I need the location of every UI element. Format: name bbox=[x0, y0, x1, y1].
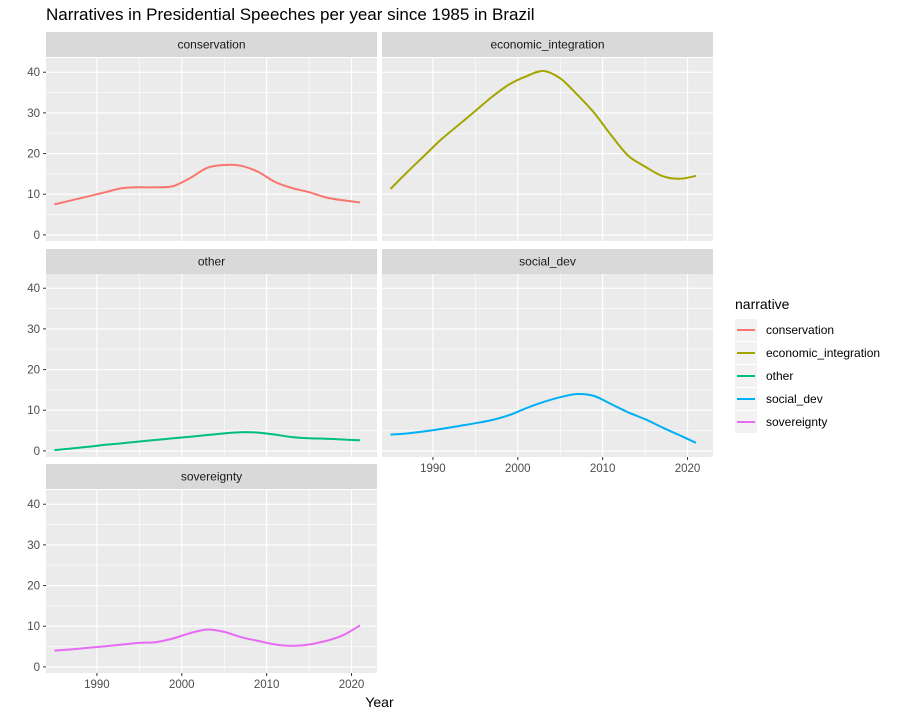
y-tick-label: 10 bbox=[27, 405, 40, 417]
legend-label-sovereignty: sovereignty bbox=[766, 415, 827, 429]
y-tick-label: 20 bbox=[27, 581, 40, 593]
y-tick-label: 0 bbox=[34, 662, 40, 674]
strip-conservation bbox=[46, 32, 377, 57]
y-tick-label: 30 bbox=[27, 324, 40, 336]
panel-conservation: conservation 0 10 20 30 40 bbox=[27, 32, 377, 242]
x-tick-label: 2010 bbox=[590, 463, 616, 475]
legend: narrative conservation economic_integrati… bbox=[735, 296, 880, 433]
chart-title: Narratives in Presidential Speeches per … bbox=[46, 5, 535, 24]
legend-item-conservation: conservation bbox=[735, 319, 834, 341]
series-line-sovereignty bbox=[54, 624, 361, 652]
legend-label-other: other bbox=[766, 369, 793, 383]
strip-label-sovereignty: sovereignty bbox=[181, 470, 242, 484]
legend-title: narrative bbox=[735, 296, 790, 312]
x-tick-label: 2000 bbox=[505, 463, 531, 475]
y-tick-label: 10 bbox=[27, 621, 40, 633]
plot-bg-other bbox=[46, 274, 377, 457]
y-tick-label: 40 bbox=[27, 499, 40, 511]
x-tick-label: 2020 bbox=[675, 463, 701, 475]
y-tick-label: 10 bbox=[27, 189, 40, 201]
legend-item-economic_integration: economic_integration bbox=[735, 342, 880, 364]
x-tick-label: 1990 bbox=[420, 463, 446, 475]
strip-other bbox=[46, 249, 377, 274]
strip-label-other: other bbox=[198, 255, 225, 269]
series-line-conservation bbox=[54, 163, 361, 206]
x-tick-label: 2020 bbox=[339, 679, 365, 691]
x-tick-label: 2010 bbox=[254, 679, 280, 691]
y-tick-label: 20 bbox=[27, 149, 40, 161]
y-tick-label: 20 bbox=[27, 365, 40, 377]
panel-sovereignty: sovereignty 0 10 20 30 40 1990 2000 2010 2020 bbox=[27, 464, 377, 691]
series-line-economic_integration bbox=[389, 69, 697, 190]
y-tick-label: 30 bbox=[27, 108, 40, 120]
y-tick-label: 0 bbox=[34, 230, 40, 242]
plot-bg-economic_integration bbox=[382, 58, 713, 241]
series-line-social_dev bbox=[390, 392, 697, 444]
panel-other: other 0 10 20 30 40 bbox=[27, 249, 377, 458]
strip-label-social_dev: social_dev bbox=[519, 255, 576, 269]
legend-label-economic_integration: economic_integration bbox=[766, 346, 880, 360]
strip-label-conservation: conservation bbox=[177, 38, 245, 52]
legend-label-social_dev: social_dev bbox=[766, 392, 823, 406]
plot-bg-social_dev bbox=[382, 274, 713, 457]
y-tick-label: 0 bbox=[34, 446, 40, 458]
series-line-other bbox=[54, 431, 361, 452]
facet-panels: conservation 0 10 20 30 40 economic_integratio… bbox=[27, 32, 713, 691]
x-tick-label: 2000 bbox=[169, 679, 195, 691]
strip-economic_integration bbox=[382, 32, 713, 57]
panel-economic_integration: economic_integration bbox=[382, 32, 713, 241]
legend-item-sovereignty: sovereignty bbox=[735, 411, 827, 433]
legend-item-other: other bbox=[735, 365, 793, 387]
legend-item-social_dev: social_dev bbox=[735, 388, 823, 410]
y-tick-label: 30 bbox=[27, 540, 40, 552]
panel-social_dev: social_dev 1990 2000 2010 2020 bbox=[382, 249, 713, 475]
plot-bg-conservation bbox=[46, 58, 377, 241]
y-tick-label: 40 bbox=[27, 283, 40, 295]
x-axis-title: Year bbox=[365, 694, 394, 710]
strip-social_dev bbox=[382, 249, 713, 274]
plot-bg-sovereignty bbox=[46, 490, 377, 673]
strip-label-economic_integration: economic_integration bbox=[490, 38, 604, 52]
legend-label-conservation: conservation bbox=[766, 323, 834, 337]
y-tick-label: 40 bbox=[27, 67, 40, 79]
x-tick-label: 1990 bbox=[84, 679, 110, 691]
strip-sovereignty bbox=[46, 464, 377, 489]
